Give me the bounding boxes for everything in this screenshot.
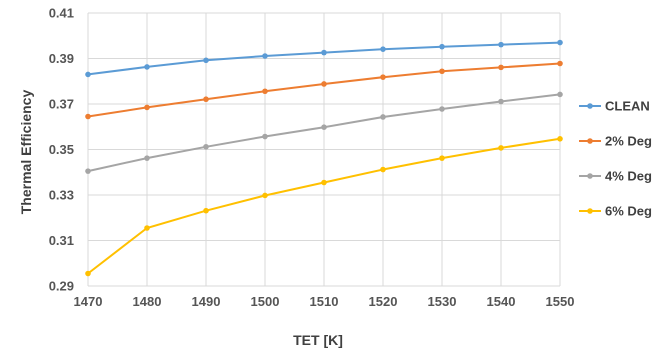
data-point xyxy=(203,207,209,214)
y-tick-label: 0.37 xyxy=(49,97,74,112)
data-point xyxy=(557,60,563,67)
x-tick-label: 1550 xyxy=(546,294,575,309)
data-point xyxy=(498,145,504,151)
y-tick-label: 0.35 xyxy=(49,142,74,157)
data-point xyxy=(498,64,504,71)
data-point xyxy=(144,225,150,231)
data-point xyxy=(439,106,445,112)
x-tick-label: 1490 xyxy=(192,294,221,309)
data-point xyxy=(557,136,563,142)
x-tick-label: 1520 xyxy=(369,294,398,309)
x-tick-label: 1530 xyxy=(428,294,457,309)
data-point xyxy=(557,91,563,98)
data-point xyxy=(85,168,91,174)
data-point xyxy=(85,113,91,120)
data-point xyxy=(321,179,327,186)
data-point xyxy=(498,98,504,105)
y-axis-tick-labels: 0.29 0.31 0.33 0.35 0.37 0.39 0.41 xyxy=(49,6,74,294)
data-point xyxy=(203,57,209,64)
data-point xyxy=(380,74,386,80)
legend-item: CLEAN xyxy=(579,99,650,114)
legend-label: 4% Deg xyxy=(605,169,652,184)
x-tick-label: 1500 xyxy=(251,294,280,309)
y-tick-label: 0.29 xyxy=(49,279,74,294)
legend-item: 6% Deg xyxy=(579,204,652,219)
data-point xyxy=(262,133,268,140)
data-point xyxy=(203,96,209,103)
data-series xyxy=(85,39,563,277)
legend-label: 2% Deg xyxy=(605,134,652,149)
y-tick-label: 0.39 xyxy=(49,51,74,66)
series-2-deg xyxy=(85,60,563,120)
legend: CLEAN 2% Deg 4% Deg 6% Deg xyxy=(579,99,652,219)
data-point xyxy=(85,71,91,78)
legend-item: 4% Deg xyxy=(579,169,652,184)
data-point xyxy=(439,43,445,50)
data-point xyxy=(144,104,150,111)
series-6-deg xyxy=(85,136,563,277)
data-point xyxy=(380,166,386,173)
y-tick-label: 0.33 xyxy=(49,188,74,203)
data-point xyxy=(380,114,386,120)
y-axis-title: Thermal Efficiency xyxy=(18,90,34,215)
data-point xyxy=(321,81,327,87)
legend-swatch-marker xyxy=(587,103,593,109)
y-tick-label: 0.31 xyxy=(49,233,74,248)
data-point xyxy=(439,68,445,75)
legend-swatch-marker xyxy=(587,138,593,144)
legend-label: 6% Deg xyxy=(605,204,652,219)
x-axis-tick-labels: 1470 1480 1490 1500 1510 1520 1530 1540 1550 xyxy=(74,294,575,309)
data-point xyxy=(439,155,445,161)
data-point xyxy=(262,192,268,199)
legend-label: CLEAN xyxy=(605,99,650,114)
x-tick-label: 1470 xyxy=(74,294,103,309)
series-clean xyxy=(85,39,563,78)
x-tick-label: 1540 xyxy=(487,294,516,309)
x-axis-title: TET [K] xyxy=(293,332,343,348)
series-4-deg xyxy=(85,91,563,174)
data-point xyxy=(262,88,268,95)
data-point xyxy=(262,53,268,59)
data-point xyxy=(85,270,91,277)
data-point xyxy=(144,155,150,161)
data-point xyxy=(498,41,504,48)
x-tick-label: 1480 xyxy=(133,294,162,309)
data-point xyxy=(203,143,209,150)
data-point xyxy=(321,49,327,56)
legend-swatch-marker xyxy=(587,173,593,179)
x-tick-label: 1510 xyxy=(310,294,339,309)
data-point xyxy=(380,46,386,52)
data-point xyxy=(321,124,327,131)
data-point xyxy=(557,39,563,46)
legend-item: 2% Deg xyxy=(579,134,652,149)
data-point xyxy=(144,64,150,70)
legend-swatch-marker xyxy=(587,208,593,214)
y-tick-label: 0.41 xyxy=(49,6,74,21)
